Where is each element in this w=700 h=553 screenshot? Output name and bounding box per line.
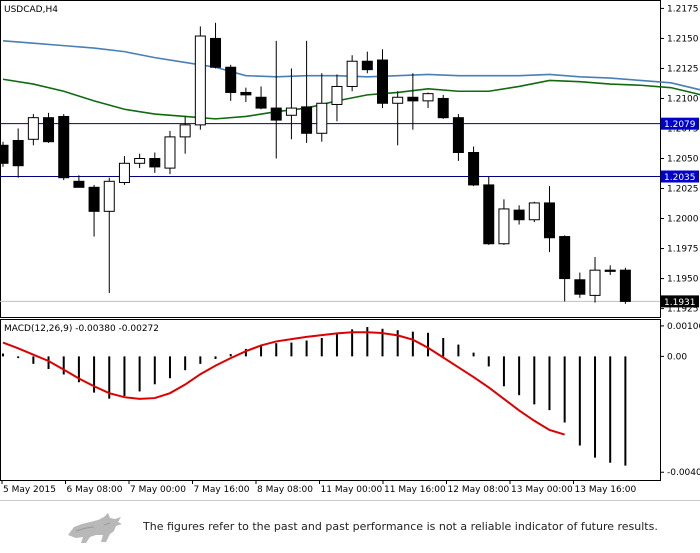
bull-logo-icon [68,513,122,543]
candle-body [452,117,464,153]
y-tick-label: 1.2100 [667,94,699,104]
candle-body [528,202,540,221]
candle-body [27,117,39,140]
y-tick-label: 1.2125 [667,64,699,74]
x-tick-label: 12 May 08:00 [448,485,510,495]
candle-body [0,144,9,164]
candle-body [422,93,434,102]
candle-body [619,269,631,302]
macd-label: MACD(12,26,9) -0.00380 -0.00272 [4,324,159,334]
candle-body [543,202,555,239]
candle-body [194,35,206,126]
candle-body [270,107,282,121]
x-tick-label: 8 May 08:00 [257,485,313,495]
y-tick-label: 1.2150 [667,34,699,44]
y-tick-label: 1.1925 [667,305,699,315]
candle-body [574,279,586,295]
x-tick-label: 11 May 16:00 [384,485,446,495]
macd-signal-line [2,331,565,436]
level-label: 1.2035 [664,173,696,183]
candle-body [559,236,571,280]
candle-body [331,85,343,105]
candle-body [88,186,100,212]
disclaimer-bar: The figures refer to the past and past p… [0,500,700,553]
candle-body [377,59,388,104]
candle-body [103,180,115,212]
level-label-box [661,170,699,183]
candle-body [255,96,267,109]
candle-body [12,139,24,167]
y-tick-label: 1.1950 [667,275,699,285]
x-tick-label: 13 May 00:00 [511,485,573,495]
candle-body [437,97,449,119]
disclaimer-text: The figures refer to the past and past p… [143,520,658,533]
macd-y-tick-label: 0.00106 [667,322,700,332]
macd-y-tick-label: 0.00 [667,352,687,362]
y-tick-label: 1.2175 [667,4,699,14]
candle-body [361,60,373,71]
candle-body [301,106,313,134]
last-price-label: 1.1931 [664,298,696,308]
candle-body [316,102,328,134]
x-tick-label: 13 May 16:00 [575,485,637,495]
candle-body [589,269,601,296]
candle-body [285,107,297,116]
candle-body [240,91,252,96]
x-tick-label: 6 May 08:00 [67,485,123,495]
x-tick-label: 7 May 16:00 [194,485,250,495]
level-label: 1.2079 [664,120,696,130]
candle-body [43,117,55,143]
candle-body [513,209,525,221]
indicator-panel-frame [0,319,661,481]
symbol-label: USDCAD,H4 [4,5,58,15]
candle-body [149,158,161,168]
candle-body [392,96,404,104]
chart-canvas: 1.21751.21501.21251.21001.20751.20501.20… [0,0,700,495]
level-label-box [661,117,699,130]
x-tick-label: 7 May 00:00 [130,485,186,495]
y-tick-label: 1.1975 [667,245,699,255]
ma-line-blue [2,40,700,91]
candle-body [134,158,146,164]
x-tick-label: 11 May 00:00 [321,485,383,495]
y-tick-label: 1.2000 [667,215,699,225]
candle-body [179,124,191,138]
candle-body [407,96,419,102]
ma-line-green [2,78,700,120]
candle-body [604,269,616,272]
candle-body [498,208,510,245]
chart: 1.21751.21501.21251.21001.20751.20501.20… [0,0,700,495]
candle-body [483,184,495,245]
candle-body [346,60,358,87]
candle-body [73,180,85,188]
macd-y-tick-label: -0.00403 [667,468,700,478]
candle-body [225,66,237,93]
x-tick-label: 5 May 2015 [3,485,56,495]
y-tick-label: 1.2025 [667,185,699,195]
last-price-box [661,295,699,308]
candle-body [58,115,70,179]
y-tick-label: 1.2050 [667,155,699,165]
candle-body [164,136,176,169]
candle-body [468,151,480,186]
candle-body [118,162,130,184]
candle-body [210,37,222,68]
